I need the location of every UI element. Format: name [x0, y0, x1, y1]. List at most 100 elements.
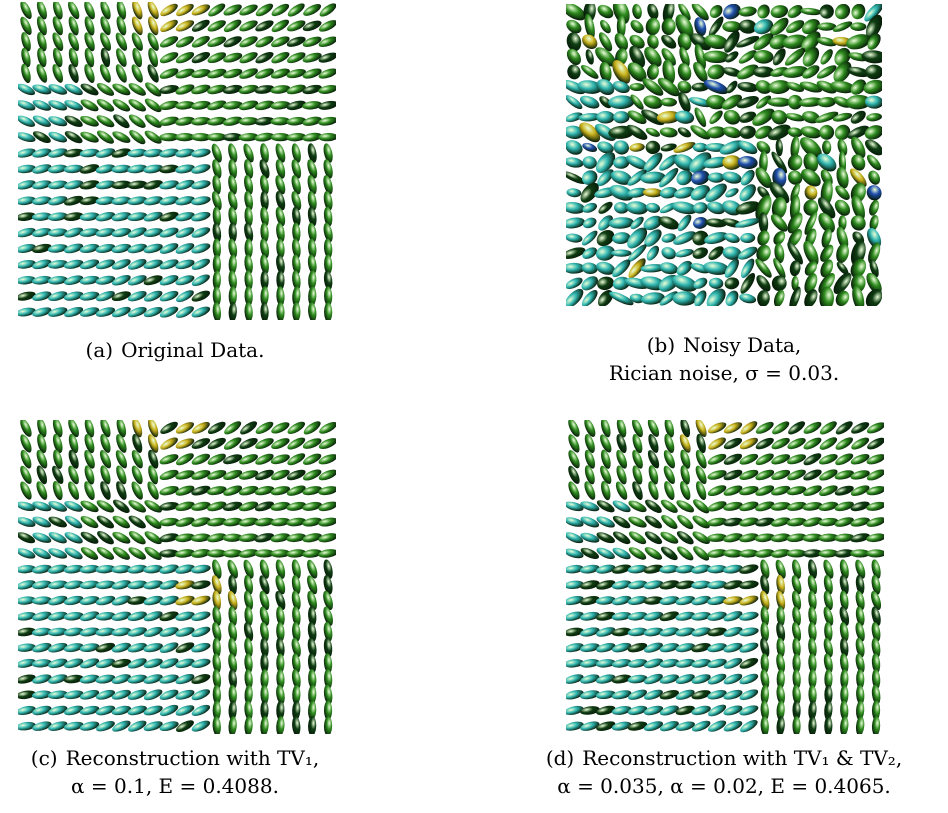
tensor-glyph — [159, 68, 179, 79]
tensor-glyph — [270, 101, 291, 110]
tensor-glyph — [739, 673, 759, 685]
tensor-glyph — [835, 185, 850, 200]
tensor-glyph — [212, 270, 221, 291]
tensor-glyph — [291, 143, 301, 163]
tensor-glyph — [850, 453, 870, 465]
tensor-glyph — [580, 706, 600, 715]
tensor-glyph — [585, 49, 594, 65]
tensor-glyph — [260, 622, 269, 642]
tensor-glyph — [131, 16, 143, 36]
tensor-glyph — [175, 642, 195, 653]
tensor-glyph — [207, 470, 227, 480]
tensor-glyph — [191, 227, 211, 238]
tensor-glyph — [566, 705, 584, 715]
tensor-glyph — [568, 481, 580, 500]
tensor-glyph — [819, 469, 838, 481]
tensor-glyph — [691, 170, 710, 185]
tensor-glyph — [244, 575, 253, 595]
tensor-glyph — [808, 559, 818, 579]
tensor-glyph — [191, 720, 211, 732]
tensor-glyph — [664, 420, 675, 438]
tensor-glyph — [291, 559, 301, 579]
tensor-glyph — [84, 449, 95, 469]
tensor-glyph — [127, 611, 147, 621]
caption-label: (b) — [646, 333, 676, 357]
tensor-glyph — [855, 590, 865, 611]
tensor-glyph — [222, 84, 243, 94]
tensor-glyph — [847, 66, 870, 78]
tensor-glyph — [784, 48, 806, 66]
tensor-glyph — [227, 590, 238, 611]
tensor-glyph — [191, 658, 211, 668]
tensor-glyph — [707, 611, 727, 621]
tensor-glyph — [707, 453, 727, 465]
tensor-glyph — [792, 684, 801, 705]
tensor-glyph — [276, 606, 285, 627]
tensor-glyph — [175, 611, 195, 621]
tensor-glyph — [866, 517, 884, 527]
tensor-glyph — [68, 465, 79, 485]
tensor-glyph — [260, 190, 269, 211]
tensor-glyph — [611, 564, 632, 574]
tensor-glyph — [739, 533, 759, 543]
tensor-glyph — [287, 20, 306, 32]
tensor-glyph — [238, 117, 259, 126]
tensor-glyph — [707, 485, 727, 497]
tensor-glyph — [611, 721, 632, 731]
tensor-glyph — [20, 434, 32, 453]
tensor-glyph — [228, 286, 237, 307]
tensor-glyph — [660, 499, 678, 513]
tensor-glyph — [191, 306, 211, 318]
tensor-glyph — [64, 83, 83, 96]
tensor-glyph — [864, 4, 882, 22]
tensor-glyph — [642, 188, 663, 198]
tensor-glyph — [628, 531, 647, 545]
tensor-glyph — [627, 227, 648, 249]
tensor-glyph — [611, 627, 632, 637]
tensor-glyph — [584, 465, 595, 485]
tensor-glyph — [48, 705, 68, 716]
tensor-glyph — [740, 719, 758, 733]
tensor-glyph — [128, 99, 147, 112]
tensor-glyph — [190, 533, 211, 542]
tensor-glyph — [159, 275, 179, 286]
tensor-glyph — [659, 262, 678, 275]
tensor-glyph — [37, 47, 47, 68]
tensor-glyph — [95, 275, 116, 285]
tensor-glyph — [286, 501, 306, 511]
tensor-glyph — [627, 627, 648, 637]
tensor-glyph — [111, 306, 131, 318]
tensor-glyph — [291, 574, 301, 595]
tensor-glyph — [776, 700, 785, 721]
tensor-glyph — [707, 549, 727, 558]
tensor-glyph — [850, 258, 867, 278]
tensor-glyph — [695, 449, 707, 469]
tensor-glyph — [244, 716, 253, 734]
tensor-glyph — [207, 84, 227, 95]
tensor-glyph — [275, 207, 286, 227]
tensor-glyph — [207, 486, 227, 496]
tensor-glyph — [792, 637, 801, 658]
tensor-glyph — [191, 642, 211, 653]
tensor-glyph — [660, 143, 677, 152]
tensor-glyph — [677, 33, 692, 51]
tensor-glyph — [612, 259, 631, 278]
tensor-glyph — [175, 259, 195, 270]
tensor-glyph — [628, 547, 647, 560]
tensor-glyph — [645, 140, 661, 155]
tensor-glyph — [694, 44, 707, 70]
tensor-glyph — [260, 302, 269, 320]
tensor-glyph — [238, 533, 259, 542]
tensor-glyph — [611, 611, 632, 621]
tensor-glyph — [113, 114, 130, 129]
tensor-glyph — [63, 164, 84, 174]
tensor-glyph — [63, 212, 84, 221]
tensor-glyph — [850, 79, 867, 95]
tensor-glyph — [64, 275, 84, 286]
tensor-glyph — [753, 33, 774, 51]
tensor-glyph — [756, 244, 771, 262]
tensor-glyph — [222, 101, 243, 110]
tensor-glyph — [32, 180, 52, 190]
tensor-glyph — [79, 148, 100, 158]
tensor-glyph — [160, 421, 178, 435]
